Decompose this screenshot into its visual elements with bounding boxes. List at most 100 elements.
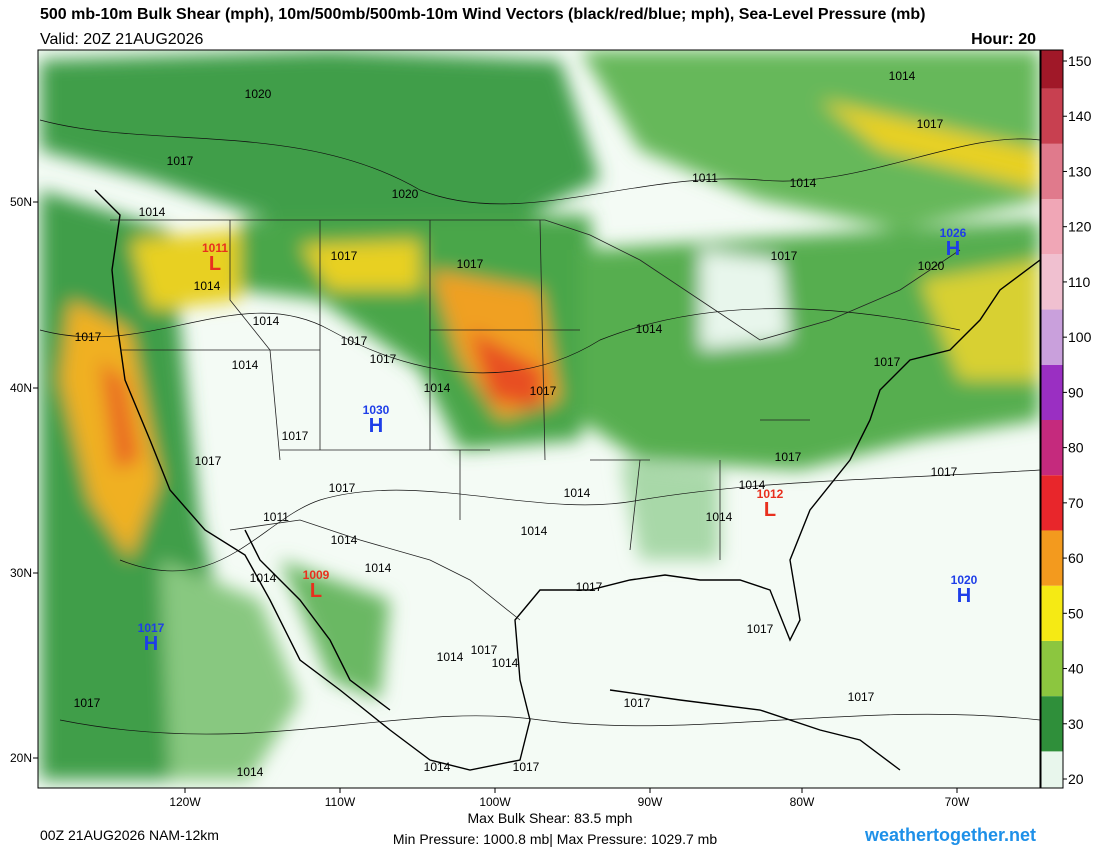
isobar-label: 1017 [167,154,194,168]
colorbar-segment [1041,475,1063,531]
isobar-label: 1017 [848,690,875,704]
isobar-label: 1017 [75,330,102,344]
isobar-label: 1017 [329,481,356,495]
isobar-label: 1017 [513,760,540,774]
isobar-label: 1020 [245,87,272,101]
isobar-label: 1017 [530,384,557,398]
map-frame [37,49,1041,789]
isobar-label: 1014 [232,358,259,372]
isobar-label: 1014 [706,510,733,524]
isobar-label: 1014 [521,524,548,538]
isobars [39,119,1040,735]
center-pressure: 1012 [757,487,784,501]
pressure-range: Min Pressure: 1000.8 mb| Max Pressure: 1… [393,831,717,847]
isobar-label: 1014 [636,322,663,336]
isobar-label: 1020 [392,187,419,201]
center-letter: H [957,585,971,607]
longitude-label: 90W [638,795,663,809]
isobar-label: 1017 [331,249,358,263]
forecast-hour: Hour: 20 [971,31,1036,48]
colorbar-label: 120 [1068,219,1092,235]
borders [110,219,961,621]
shear-shading [40,50,1040,780]
title: 500 mb-10m Bulk Shear (mph), 10m/500mb/5… [40,6,925,23]
center-pressure: 1011 [202,241,228,255]
isobar-label: 1017 [747,622,774,636]
colorbar-label: 50 [1068,605,1084,621]
isobar-label: 1014 [790,176,817,190]
colorbar-segment [1041,530,1063,586]
colorbar-label: 90 [1068,384,1084,400]
isobar-label: 1017 [471,643,498,657]
isobar-label: 1020 [918,259,945,273]
colorbar-label: 140 [1068,108,1092,124]
isobar-label: 1011 [263,510,289,524]
center-pressure: 1017 [138,621,165,635]
isobar-label: 1017 [195,454,222,468]
isobar-label: 1017 [874,355,901,369]
coastlines [94,189,1040,771]
colorbar-segment [1041,309,1063,365]
isobar-label: 1017 [771,249,798,263]
colorbar-segment [1041,254,1063,310]
isobar-label: 1014 [253,314,280,328]
center-letter: L [764,499,776,521]
valid-time: Valid: 20Z 21AUG2026 [40,31,203,48]
isobar-label: 1014 [889,69,916,83]
isobar-label: 1017 [74,696,101,710]
isobar-label: 1014 [250,571,277,585]
latitude-label: 50N [10,195,32,209]
center-letter: L [310,580,322,602]
longitude-label: 100W [479,795,511,809]
isobar-label: 1011 [692,171,718,185]
longitude-label: 110W [325,795,356,809]
colorbar-label: 40 [1068,661,1084,677]
max-shear: Max Bulk Shear: 83.5 mph [468,810,633,826]
colorbar-label: 130 [1068,163,1092,179]
longitude-label: 80W [790,795,815,809]
longitude-label: 70W [945,795,970,809]
isobar-label: 1014 [365,561,392,575]
isobar-label: 1017 [576,580,603,594]
isobar-label: 1017 [370,352,397,366]
isobar-label: 1014 [424,381,451,395]
isobar-label: 1014 [492,656,519,670]
colorbar-label: 150 [1068,53,1092,69]
colorbar-segment [1041,199,1063,255]
center-pressure: 1030 [363,403,390,417]
colorbar-segment [1041,696,1063,752]
latitude-label: 20N [10,751,32,765]
isobar-label: 1017 [341,334,368,348]
isobar-label: 1017 [624,696,651,710]
colorbar-segment [1041,88,1063,144]
colorbar-label: 30 [1068,716,1084,732]
isobar-label: 1014 [237,765,264,779]
isobar-label: 1014 [739,478,766,492]
center-letter: H [946,238,960,260]
center-letter: H [144,633,158,655]
colorbar-label: 70 [1068,495,1084,511]
isobar-label: 1014 [194,279,221,293]
isobar-label: 1014 [139,205,166,219]
latitude-label: 40N [10,381,32,395]
colorbar-segment [1041,640,1063,697]
site-credit: weathertogether.net [864,825,1036,845]
latitude-label: 30N [10,566,32,580]
colorbar-label: 100 [1068,329,1092,345]
colorbar-label: 20 [1068,771,1084,787]
colorbar-segment [1041,420,1063,476]
isobar-label: 1017 [457,257,484,271]
colorbar-segment [1041,585,1063,641]
colorbar-segment [1041,751,1063,788]
colorbar-segment [1041,143,1063,200]
colorbar-label: 110 [1068,274,1091,290]
isobar-label: 1017 [917,117,944,131]
axis-labels: 50N 40N 30N 20N 120W 110W 100W 90W 80W 70W [10,195,970,809]
model-run: 00Z 21AUG2026 NAM-12km [40,827,219,843]
colorbar-label: 60 [1068,550,1084,566]
